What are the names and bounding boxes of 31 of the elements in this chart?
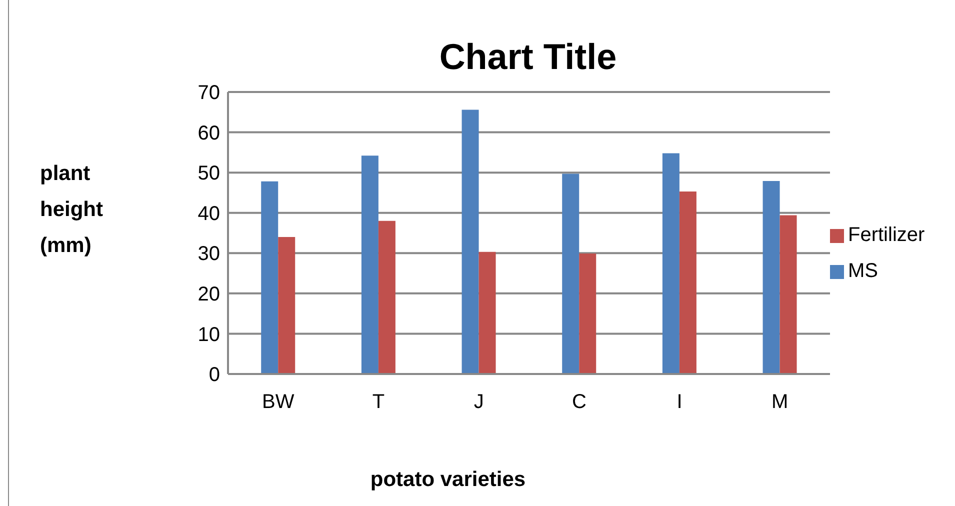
x-tick-label: I [676,391,682,414]
bar [780,215,797,374]
y-tick-label: 50 [198,162,220,185]
y-axis-title: plant height (mm) [40,161,104,259]
legend-label: Fertilizer [848,224,925,246]
x-tick-label: T [372,391,385,414]
y-tick-label: 30 [198,243,220,266]
bar [378,220,396,374]
bar [662,153,680,374]
bar [762,181,780,374]
x-tick-label: BW [262,391,294,414]
y-tick-label: 10 [198,324,220,346]
legend-label: MS [848,260,878,282]
bar [462,110,479,374]
y-tick-label: 60 [198,122,220,144]
x-tick-label: C [572,391,586,414]
bar [562,174,580,374]
bar [261,181,278,374]
y-tick-label: 70 [198,82,220,104]
x-axis-title: potato varieties [369,468,527,492]
bar [579,254,596,374]
x-tick-label: M [771,391,788,414]
bar [478,252,496,374]
x-tick-label: J [474,391,484,414]
y-tick-label: 0 [208,364,220,386]
bar [278,237,296,374]
bar [361,156,378,374]
chart-title: Chart Title [438,36,618,78]
y-tick-label: 20 [198,284,220,306]
y-tick-label: 40 [198,202,220,225]
bar [679,192,696,374]
